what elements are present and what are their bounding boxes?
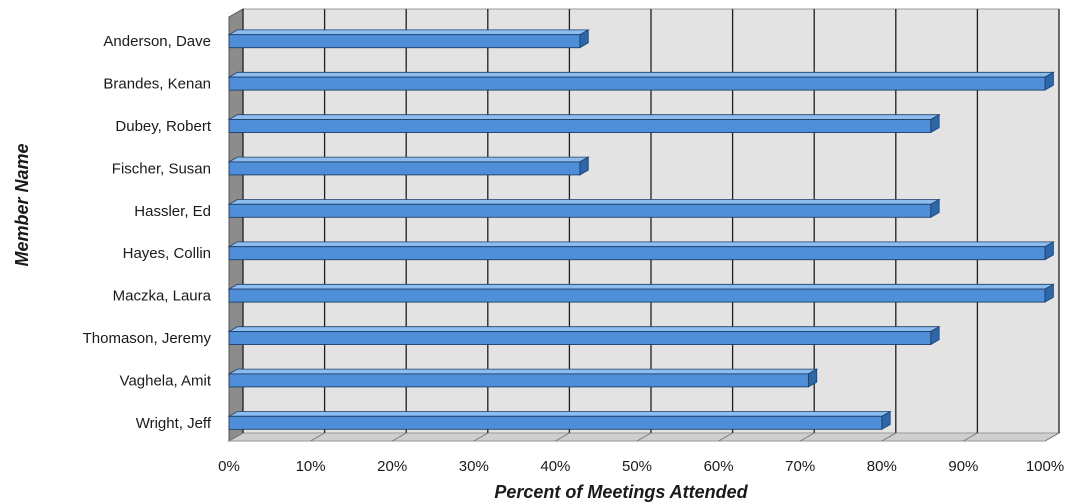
category-label: Hayes, Collin	[123, 245, 211, 262]
bar-1	[227, 71, 1055, 91]
bar-front-face	[228, 373, 809, 388]
x-tick-label: 60%	[704, 458, 734, 475]
floor-gridline-0	[228, 432, 244, 442]
bar-6	[227, 283, 1055, 303]
bar-top-face	[227, 114, 941, 120]
bar-front-face	[228, 415, 883, 430]
bar-0	[227, 29, 590, 49]
bar-front-face	[228, 203, 932, 218]
bar-front-face	[228, 161, 581, 176]
category-label: Wright, Jeff	[136, 415, 212, 432]
bar-top-face	[227, 71, 1055, 78]
x-tick-label: 70%	[785, 458, 815, 475]
bars	[227, 29, 1055, 430]
x-tick-label: 0%	[218, 458, 240, 475]
bar-top-face	[227, 368, 819, 375]
category-label: Thomason, Jeremy	[83, 330, 212, 347]
x-axis-title: Percent of Meetings Attended	[494, 482, 748, 502]
bar-top-face	[227, 283, 1055, 290]
bar-7	[227, 326, 941, 346]
bar-top-face	[227, 29, 590, 36]
floor-gridline-8	[881, 432, 897, 442]
bar-4	[227, 198, 941, 218]
x-tick-label: 40%	[540, 458, 570, 475]
bar-3	[227, 156, 590, 176]
y-axis-labels: Anderson, Dave Brandes, Kenan Dubey, Rober…	[83, 33, 212, 432]
bar-top-face	[227, 156, 590, 163]
bar-front-face	[228, 331, 932, 345]
bar-top-face	[227, 241, 1055, 248]
category-label: Vaghela, Amit	[120, 372, 212, 389]
floor-gridline-6	[718, 432, 733, 442]
bar-front-face	[228, 246, 1046, 261]
bar-5	[227, 241, 1055, 261]
x-tick-label: 50%	[622, 458, 652, 475]
bar-2	[227, 114, 941, 134]
bar-front-face	[228, 34, 581, 49]
bar-front-face	[228, 119, 932, 133]
floor-gridline-1	[310, 432, 325, 442]
x-tick-label: 100%	[1026, 458, 1064, 475]
x-tick-label: 20%	[377, 458, 407, 475]
bar-front-face	[228, 288, 1046, 303]
bar-top-face	[227, 326, 941, 332]
floor-gridline-9	[963, 432, 978, 442]
x-tick-label: 10%	[296, 458, 326, 475]
category-label: Dubey, Robert	[115, 118, 211, 135]
category-label: Fischer, Susan	[112, 160, 211, 177]
category-label: Maczka, Laura	[113, 288, 212, 305]
x-tick-label: 30%	[459, 458, 489, 475]
bar-top-face	[227, 199, 941, 205]
category-label: Brandes, Kenan	[103, 76, 211, 93]
bar-8	[227, 368, 819, 388]
x-tick-label: 90%	[948, 458, 978, 475]
floor-gridline-4	[555, 432, 570, 442]
category-label: Hassler, Ed	[134, 203, 211, 220]
floor-gridline-10	[1044, 432, 1060, 442]
bar-9	[227, 410, 892, 430]
floor-gridline-2	[391, 432, 407, 442]
x-axis-labels: 0% 10% 20% 30% 40% 50% 60% 70% 80% 90% 100%	[218, 458, 1064, 475]
x-tick-label: 80%	[867, 458, 897, 475]
floor-gridline-7	[799, 432, 815, 442]
bar-front-face	[228, 76, 1046, 91]
category-label: Anderson, Dave	[103, 33, 211, 50]
y-axis-title: Member Name	[12, 143, 32, 266]
bar-top-face	[227, 411, 892, 417]
floor-gridline-5	[636, 432, 652, 442]
floor-gridline-3	[473, 432, 489, 442]
